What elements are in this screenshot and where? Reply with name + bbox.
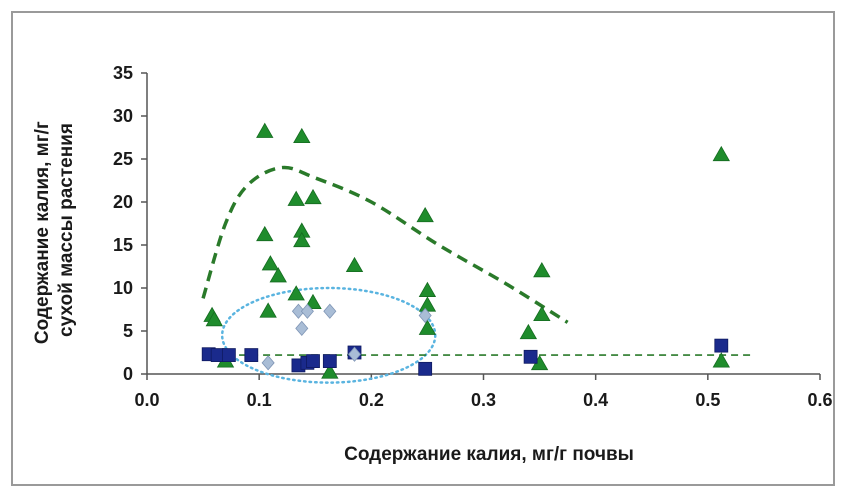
x-tick-label: 0.0	[134, 390, 159, 410]
data-point-square	[244, 348, 259, 362]
y-axis-title-line-2: сухой массы растения	[56, 123, 77, 337]
trend-curve	[201, 165, 569, 324]
data-point-triangle	[287, 285, 305, 301]
x-tick-label: 0.4	[583, 390, 608, 410]
data-point-triangle	[345, 256, 364, 273]
data-point-square	[322, 354, 337, 369]
data-point-triangle	[416, 206, 434, 223]
x-axis-title: Содержание калия, мг/г почвы	[344, 444, 634, 465]
data-point-triangle	[259, 302, 277, 318]
data-point-diamond	[347, 346, 362, 362]
data-point-diamond	[323, 303, 337, 319]
data-point-triangle	[205, 311, 223, 327]
data-point-triangle	[261, 255, 280, 271]
chart-overlays	[201, 165, 753, 384]
y-tick-label: 25	[113, 149, 133, 169]
data-point-diamond	[261, 355, 275, 371]
data-point-triangle	[712, 145, 730, 162]
data-point-triangle	[293, 231, 311, 248]
data-point-triangle	[533, 305, 551, 322]
data-point-diamond	[295, 320, 309, 337]
data-point-diamond	[291, 303, 305, 319]
y-tick-label: 0	[123, 364, 133, 384]
data-point-triangle	[418, 319, 437, 335]
y-axis-title-line-1: Содержание калия, мг/г	[32, 121, 53, 344]
data-point-triangle	[269, 267, 287, 283]
data-point-triangle	[519, 323, 538, 340]
data-point-square	[306, 354, 320, 369]
x-tick-label: 0.6	[807, 390, 832, 410]
data-point-square	[418, 361, 433, 376]
y-tick-label: 5	[123, 321, 133, 341]
data-point-triangle	[256, 122, 274, 138]
axes: 0.0 0.1 0.2 0.3 0.4 0.5 0.6 0 5 10 15 20 25 30 35	[113, 63, 833, 410]
data-points	[201, 122, 730, 379]
data-point-triangle	[304, 188, 322, 205]
chart-frame	[11, 11, 835, 486]
y-tick-label: 35	[113, 63, 133, 83]
data-point-diamond	[418, 307, 432, 324]
y-tick-label: 15	[113, 235, 133, 255]
data-point-triangle	[321, 363, 339, 379]
data-point-square	[523, 349, 538, 364]
x-tick-label: 0.5	[695, 390, 720, 410]
x-tick-label: 0.2	[359, 390, 384, 410]
data-point-triangle	[287, 190, 305, 206]
data-point-triangle	[418, 281, 437, 297]
x-tick-label: 0.3	[471, 390, 496, 410]
y-tick-label: 10	[113, 278, 133, 298]
data-point-square	[221, 348, 236, 362]
y-axis-title: Содержание калия, мг/г сухой массы расте…	[32, 116, 77, 344]
data-point-triangle	[304, 293, 322, 310]
data-point-triangle	[533, 261, 551, 278]
data-point-diamond	[300, 303, 314, 319]
dotted-ellipse	[220, 286, 437, 384]
data-point-triangle	[418, 296, 437, 312]
y-tick-label: 30	[113, 106, 133, 126]
data-point-triangle	[256, 225, 274, 242]
data-point-triangle	[712, 352, 730, 368]
data-point-triangle	[293, 127, 311, 144]
data-point-square	[714, 338, 729, 353]
y-tick-label: 20	[113, 192, 133, 212]
x-tick-label: 0.1	[247, 390, 272, 410]
